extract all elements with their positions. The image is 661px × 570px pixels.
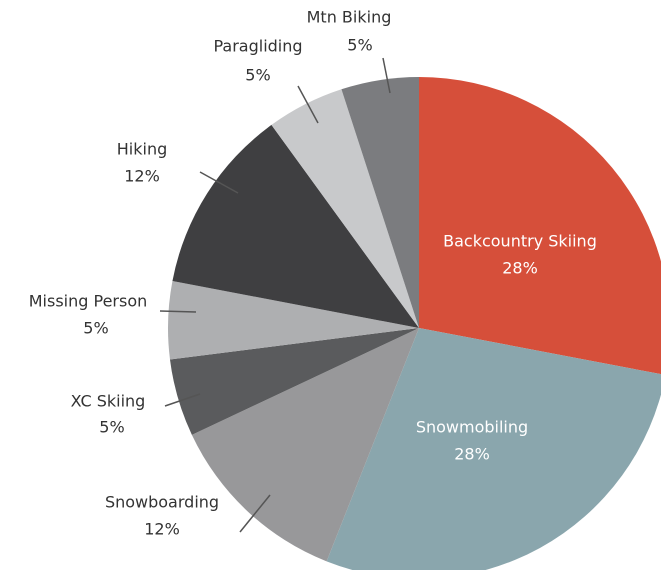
- slice-value-label: 5%: [347, 36, 372, 55]
- leader-line: [199, 171, 239, 194]
- slice-value-label: 12%: [144, 520, 180, 539]
- pie-slice: [169, 328, 419, 435]
- slice-label: XC Skiing: [71, 392, 146, 411]
- slice-value-label: 28%: [454, 445, 490, 464]
- slice-label: Missing Person: [29, 292, 148, 311]
- slice-value-label: 28%: [502, 259, 538, 278]
- slice-label: Snowmobiling: [416, 418, 528, 437]
- slice-label: Snowboarding: [105, 493, 219, 512]
- pie-slice: [168, 280, 419, 360]
- slice-label: Hiking: [117, 140, 167, 159]
- slice-label: Mtn Biking: [307, 8, 392, 27]
- slice-value-label: 5%: [245, 66, 270, 85]
- pie-slice: [172, 124, 419, 328]
- pie-slice: [341, 77, 419, 328]
- leader-line: [297, 85, 319, 124]
- slice-value-label: 12%: [124, 167, 160, 186]
- slice-value-label: 5%: [99, 418, 124, 437]
- leader-line: [164, 393, 201, 407]
- pie-slice: [419, 77, 661, 375]
- slice-label: Paragliding: [213, 37, 302, 56]
- pie-slice: [326, 328, 661, 570]
- leader-line: [159, 310, 197, 313]
- pie-slice: [191, 328, 419, 562]
- pie-slice: [271, 89, 419, 328]
- slice-label: Backcountry Skiing: [443, 232, 597, 251]
- leader-line: [382, 57, 391, 94]
- slice-value-label: 5%: [83, 319, 108, 338]
- leader-line: [239, 494, 271, 533]
